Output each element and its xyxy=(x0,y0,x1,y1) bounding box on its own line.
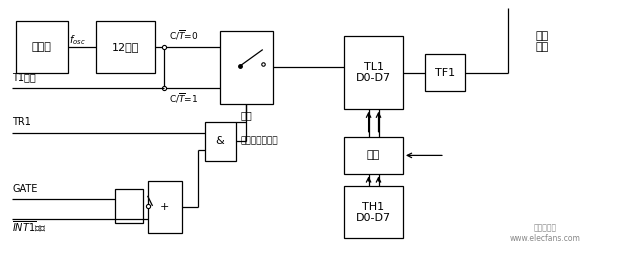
Bar xyxy=(205,122,236,161)
Text: TR1: TR1 xyxy=(12,117,31,127)
Text: 中断
请求: 中断 请求 xyxy=(536,31,549,52)
Text: T1引脚: T1引脚 xyxy=(12,73,36,82)
Text: TF1: TF1 xyxy=(435,68,455,77)
Bar xyxy=(115,189,143,223)
Bar xyxy=(344,186,403,238)
Text: 振荡器: 振荡器 xyxy=(32,42,52,52)
Text: （高电平有效）: （高电平有效） xyxy=(241,137,278,146)
Text: 控制: 控制 xyxy=(241,110,252,120)
Bar xyxy=(344,137,403,174)
Text: TL1
D0-D7: TL1 D0-D7 xyxy=(356,62,391,83)
Bar xyxy=(148,181,182,233)
Text: $\overline{INT1}$引脚: $\overline{INT1}$引脚 xyxy=(12,220,46,234)
Bar xyxy=(16,21,68,73)
Text: TH1
D0-D7: TH1 D0-D7 xyxy=(356,202,391,223)
Bar xyxy=(96,21,155,73)
Text: C/$\overline{T}$=1: C/$\overline{T}$=1 xyxy=(169,91,198,105)
Text: GATE: GATE xyxy=(12,184,38,194)
Text: +: + xyxy=(160,202,169,212)
Bar xyxy=(344,36,403,109)
Text: 重装: 重装 xyxy=(367,150,380,160)
Bar xyxy=(425,54,465,91)
Text: 12分频: 12分频 xyxy=(112,42,140,52)
Text: 电子发烧友
www.elecfans.com: 电子发烧友 www.elecfans.com xyxy=(510,224,581,243)
Text: C/$\overline{T}$=0: C/$\overline{T}$=0 xyxy=(169,29,199,42)
Bar xyxy=(220,31,273,104)
Text: $f_{osc}$: $f_{osc}$ xyxy=(69,33,86,47)
Text: &: & xyxy=(216,136,224,146)
